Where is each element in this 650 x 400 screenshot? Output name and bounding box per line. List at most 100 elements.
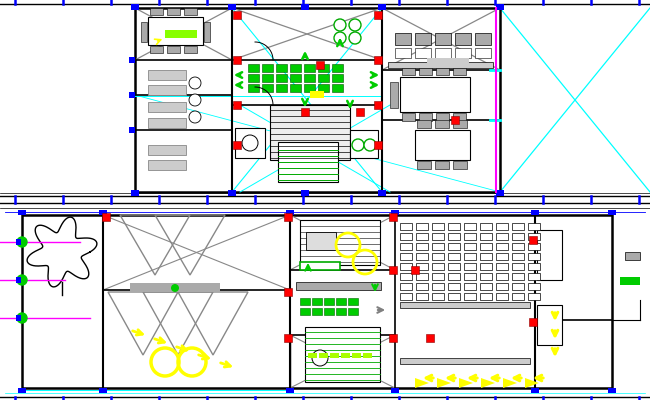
Bar	[233, 141, 241, 149]
Circle shape	[189, 111, 201, 123]
Circle shape	[312, 350, 328, 366]
Bar	[496, 233, 508, 240]
Bar	[400, 293, 412, 300]
Bar	[480, 243, 492, 250]
Bar	[464, 253, 476, 260]
Bar	[318, 74, 329, 82]
Bar	[419, 113, 432, 121]
Bar	[348, 308, 358, 315]
Bar	[278, 142, 338, 182]
Bar	[301, 190, 309, 196]
Bar	[18, 210, 26, 215]
Bar	[528, 233, 540, 240]
Circle shape	[349, 19, 361, 31]
Bar	[531, 388, 539, 393]
Bar	[308, 353, 317, 358]
Bar	[336, 308, 346, 315]
Bar	[496, 263, 508, 270]
Bar	[184, 8, 197, 15]
Bar	[131, 4, 139, 10]
Bar	[419, 67, 432, 75]
Bar	[129, 57, 135, 63]
Bar	[402, 113, 415, 121]
Bar	[432, 273, 444, 280]
Bar	[390, 82, 398, 108]
Bar	[416, 293, 428, 300]
Circle shape	[171, 284, 179, 292]
Bar	[400, 283, 412, 290]
Bar	[374, 101, 382, 109]
Bar	[374, 56, 382, 64]
Bar	[608, 210, 616, 215]
Bar	[391, 388, 399, 393]
Bar	[378, 190, 386, 196]
Bar	[400, 263, 412, 270]
Bar	[448, 263, 460, 270]
Bar	[464, 273, 476, 280]
Bar	[18, 388, 26, 393]
Bar	[475, 33, 491, 45]
Bar	[480, 233, 492, 240]
Bar	[432, 233, 444, 240]
Bar	[374, 141, 382, 149]
Bar	[402, 67, 415, 75]
Bar	[99, 388, 107, 393]
Bar	[455, 33, 471, 45]
Bar	[305, 327, 380, 382]
Circle shape	[334, 32, 346, 44]
Bar	[537, 230, 562, 280]
Bar	[270, 105, 350, 160]
Bar	[395, 48, 411, 58]
Bar	[332, 84, 343, 92]
Bar	[318, 64, 329, 72]
Bar	[475, 48, 491, 58]
Bar	[529, 318, 537, 326]
Bar	[620, 277, 640, 285]
Bar	[512, 283, 524, 290]
Bar	[480, 263, 492, 270]
Bar	[352, 353, 361, 358]
Bar	[204, 22, 210, 42]
Bar	[300, 298, 310, 305]
Bar	[306, 232, 336, 250]
Bar	[416, 273, 428, 280]
Bar	[284, 213, 292, 221]
Bar	[129, 92, 135, 98]
Bar	[248, 84, 259, 92]
Bar	[608, 388, 616, 393]
Bar	[400, 223, 412, 230]
Bar	[528, 273, 540, 280]
Polygon shape	[503, 378, 517, 388]
Bar	[150, 46, 163, 53]
Bar	[348, 298, 358, 305]
Bar	[453, 67, 466, 75]
Bar	[416, 253, 428, 260]
Bar	[165, 30, 197, 38]
Circle shape	[352, 139, 364, 151]
Bar	[312, 298, 322, 305]
Bar	[363, 353, 372, 358]
Bar	[448, 283, 460, 290]
Bar	[435, 161, 449, 169]
Bar	[167, 8, 180, 15]
Bar	[400, 253, 412, 260]
Bar	[389, 213, 397, 221]
Bar	[276, 74, 287, 82]
Bar	[228, 4, 236, 10]
Bar	[453, 120, 467, 128]
Bar	[448, 293, 460, 300]
Bar	[451, 116, 459, 124]
Bar	[350, 130, 378, 158]
Bar	[304, 84, 315, 92]
Bar	[284, 334, 292, 342]
Bar	[102, 213, 110, 221]
Bar	[432, 223, 444, 230]
Bar	[528, 293, 540, 300]
Bar	[528, 243, 540, 250]
Bar	[300, 308, 310, 315]
Bar	[432, 283, 444, 290]
Bar	[400, 358, 530, 364]
Circle shape	[364, 139, 376, 151]
Bar	[135, 8, 500, 192]
Bar	[435, 48, 451, 58]
